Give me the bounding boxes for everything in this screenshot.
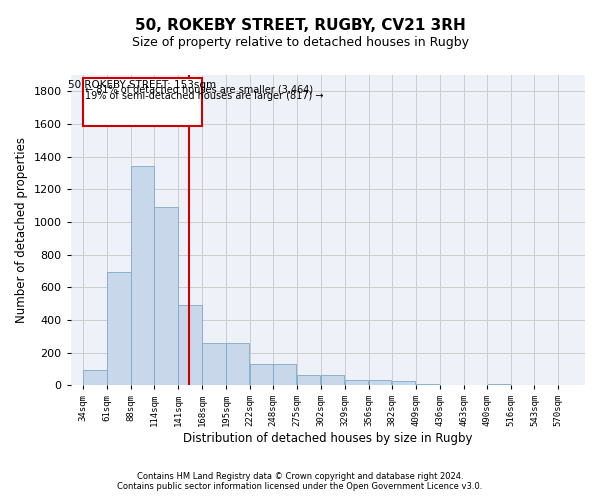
- Bar: [107, 272, 131, 385]
- Bar: [488, 384, 510, 385]
- Bar: [202, 342, 226, 385]
- Bar: [416, 384, 439, 385]
- Text: Contains public sector information licensed under the Open Government Licence v3: Contains public sector information licen…: [118, 482, 482, 491]
- Text: Contains HM Land Registry data © Crown copyright and database right 2024.: Contains HM Land Registry data © Crown c…: [137, 472, 463, 481]
- Bar: [131, 166, 154, 385]
- Bar: [250, 364, 272, 385]
- Text: Size of property relative to detached houses in Rugby: Size of property relative to detached ho…: [131, 36, 469, 49]
- Text: 19% of semi-detached houses are larger (817) →: 19% of semi-detached houses are larger (…: [85, 92, 323, 102]
- FancyBboxPatch shape: [83, 78, 202, 126]
- X-axis label: Distribution of detached houses by size in Rugby: Distribution of detached houses by size …: [183, 432, 473, 445]
- Bar: [154, 207, 178, 385]
- Text: 50 ROKEBY STREET: 153sqm: 50 ROKEBY STREET: 153sqm: [68, 80, 217, 90]
- Text: ← 81% of detached houses are smaller (3,464): ← 81% of detached houses are smaller (3,…: [85, 85, 313, 95]
- Bar: [178, 305, 202, 385]
- Bar: [345, 380, 368, 385]
- Bar: [321, 376, 344, 385]
- Bar: [369, 380, 391, 385]
- Y-axis label: Number of detached properties: Number of detached properties: [15, 137, 28, 323]
- Text: 50, ROKEBY STREET, RUGBY, CV21 3RH: 50, ROKEBY STREET, RUGBY, CV21 3RH: [134, 18, 466, 32]
- Bar: [226, 342, 250, 385]
- Bar: [392, 381, 415, 385]
- Bar: [83, 370, 107, 385]
- Bar: [297, 376, 320, 385]
- Bar: [273, 364, 296, 385]
